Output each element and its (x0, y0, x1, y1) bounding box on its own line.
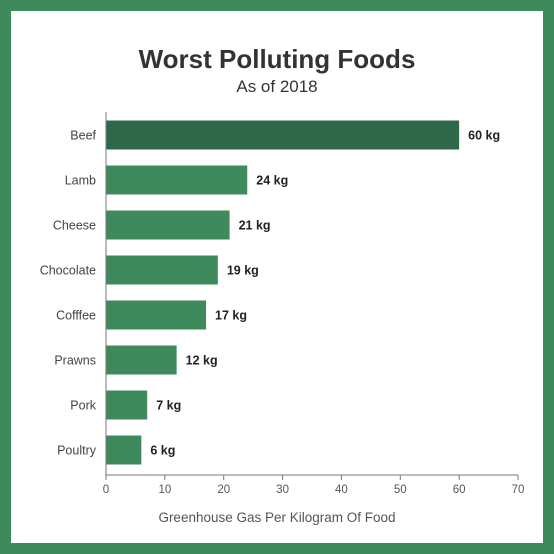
value-label-prawns: 12 kg (186, 354, 218, 368)
x-tick-label-50: 50 (394, 484, 407, 496)
category-label-poultry: Poultry (57, 444, 97, 458)
value-label-poultry: 6 kg (150, 444, 175, 458)
x-tick-label-0: 0 (103, 484, 109, 496)
category-label-beef: Beef (70, 129, 96, 143)
x-tick-label-30: 30 (276, 484, 289, 496)
category-label-cofffee: Cofffee (56, 309, 96, 323)
category-label-cheese: Cheese (53, 219, 96, 233)
bars-group: 60 kg 24 kg 21 kg 19 kg 17 kg 12 kg 7 kg 6 kg (106, 121, 500, 465)
bar-beef (106, 121, 459, 150)
x-tick-label-60: 60 (453, 484, 466, 496)
x-axis-title: Greenhouse Gas Per Kilogram Of Food (158, 510, 395, 525)
value-label-cofffee: 17 kg (215, 309, 247, 323)
category-label-lamb: Lamb (65, 174, 96, 188)
x-tick-label-10: 10 (158, 484, 171, 496)
category-label-chocolate: Chocolate (40, 264, 96, 278)
value-label-pork: 7 kg (156, 399, 181, 413)
bar-chocolate (106, 256, 218, 285)
x-tick-label-70: 70 (512, 484, 525, 496)
value-label-chocolate: 19 kg (227, 264, 259, 278)
bar-poultry (106, 436, 141, 465)
value-label-cheese: 21 kg (239, 219, 271, 233)
bar-cheese (106, 211, 230, 240)
x-tick-label-20: 20 (217, 484, 230, 496)
category-label-prawns: Prawns (54, 354, 96, 368)
bar-prawns (106, 346, 177, 375)
value-label-beef: 60 kg (468, 129, 500, 143)
x-tick-label-40: 40 (335, 484, 348, 496)
value-label-lamb: 24 kg (256, 174, 288, 188)
bar-cofffee (106, 301, 206, 330)
bar-lamb (106, 166, 247, 195)
category-label-pork: Pork (70, 399, 96, 413)
bar-pork (106, 391, 147, 420)
